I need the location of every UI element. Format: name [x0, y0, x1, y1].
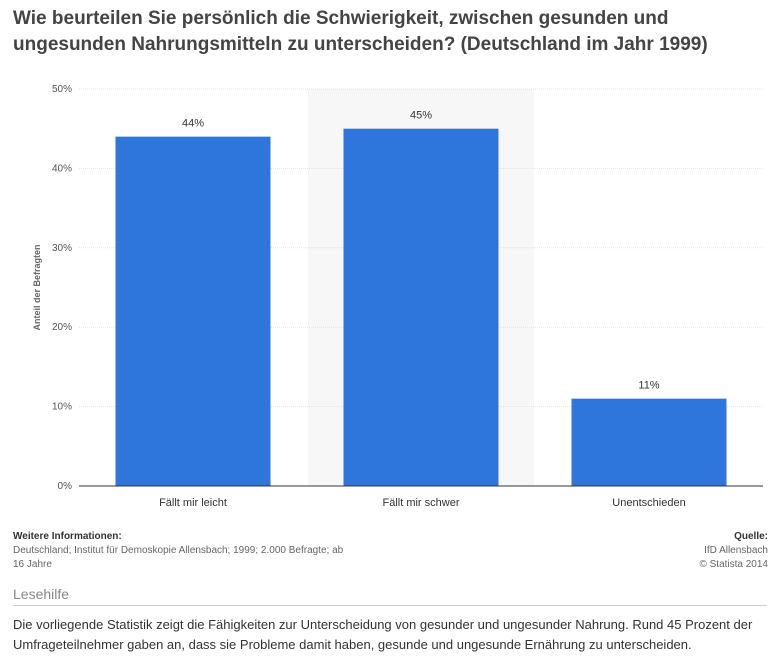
- y-tick-label: 0%: [58, 481, 73, 492]
- x-tick-label: Fällt mir leicht: [159, 497, 227, 509]
- source-line-1: IfD Allensbach: [704, 545, 768, 556]
- info-heading: Weitere Informationen:: [13, 531, 122, 542]
- chart-title: Wie beurteilen Sie persönlich die Schwie…: [13, 8, 708, 55]
- data-label: 44%: [182, 118, 204, 130]
- source-block: Quelle: IfD Allensbach © Statista 2014: [699, 530, 768, 572]
- lesehilfe-heading: Lesehilfe: [13, 586, 767, 606]
- bar-chart: 0% 10% 20% 30% 40% 50% 44% Fällt mir leicht 45% F…: [32, 84, 763, 509]
- y-tick-label: 50%: [52, 84, 72, 95]
- info-line-1: Deutschland; Institut für Demoskopie All…: [13, 545, 344, 556]
- data-label: 45%: [410, 110, 432, 122]
- data-label: 11%: [638, 380, 659, 392]
- y-tick-label: 20%: [52, 322, 72, 333]
- bar: [571, 398, 727, 486]
- y-tick-label: 30%: [52, 243, 72, 254]
- source-heading: Quelle:: [734, 531, 768, 542]
- lesehilfe-text: Die vorliegende Statistik zeigt die Fähi…: [13, 617, 753, 652]
- bar: [115, 136, 271, 486]
- copyright: © Statista 2014: [699, 559, 768, 570]
- y-tick-label: 10%: [52, 402, 72, 413]
- x-tick-label: Unentschieden: [612, 497, 685, 509]
- y-axis-title: Anteil der Befragten: [32, 244, 42, 330]
- info-line-2: 16 Jahre: [13, 559, 52, 570]
- x-tick-label: Fällt mir schwer: [382, 497, 459, 509]
- further-information: Weitere Informationen: Deutschland; Inst…: [13, 530, 383, 572]
- y-tick-label: 40%: [52, 163, 72, 174]
- bar: [343, 128, 499, 486]
